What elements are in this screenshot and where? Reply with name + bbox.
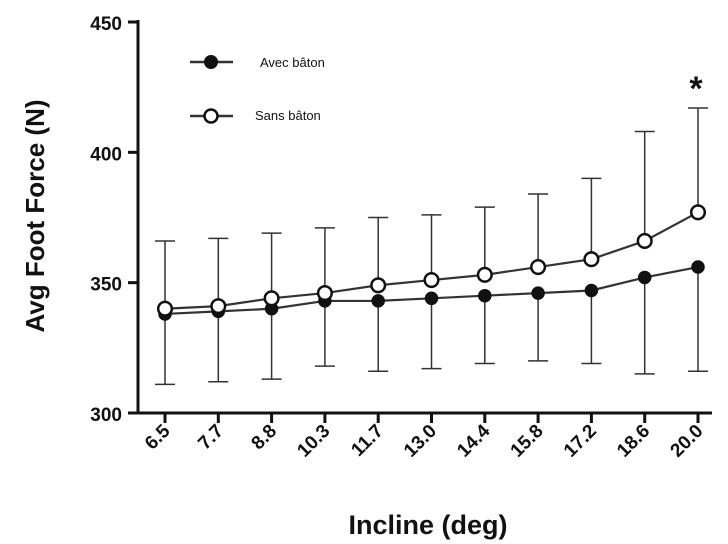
legend-marker-avec [204, 55, 218, 69]
x-tick-label-13.0: 13.0 [400, 421, 441, 462]
point-sans-8.8 [263, 290, 280, 307]
point-sans-13.0 [423, 272, 440, 289]
x-axis-title: Incline (deg) [348, 510, 507, 540]
point-avec-13.0 [424, 291, 439, 306]
legend-label-sans: Sans bâton [255, 108, 321, 123]
y-tick-label-450: 450 [90, 14, 122, 35]
x-tick-label-7.7: 7.7 [194, 421, 228, 455]
point-avec-17.2 [584, 283, 599, 298]
significance-marker: * [689, 70, 703, 108]
annotations: * [689, 70, 703, 108]
y-tick-label-300: 300 [90, 405, 122, 426]
error-bars [155, 107, 708, 386]
legend: Avec bâton Sans bâton [190, 55, 325, 124]
x-tick-label-11.7: 11.7 [347, 421, 387, 461]
axes [136, 20, 712, 415]
series-markers [156, 204, 707, 321]
legend-marker-sans [203, 108, 219, 124]
point-sans-15.8 [530, 258, 547, 276]
x-tick-label-14.4: 14.4 [453, 420, 494, 461]
y-ticks: 300 350 400 450 [90, 14, 138, 426]
x-tick-label-17.2: 17.2 [560, 421, 601, 462]
point-sans-11.7 [370, 277, 387, 294]
point-sans-7.7 [210, 298, 227, 315]
point-sans-14.4 [476, 266, 493, 283]
point-avec-14.4 [478, 288, 492, 303]
point-avec-20.0 [691, 260, 705, 274]
point-sans-10.3 [316, 285, 333, 302]
y-tick-label-400: 400 [90, 144, 122, 165]
point-avec-18.6 [637, 270, 652, 285]
point-sans-17.2 [583, 251, 600, 268]
x-tick-label-8.8: 8.8 [248, 421, 282, 455]
legend-label-avec: Avec bâton [260, 55, 325, 70]
y-axis-title: Avg Foot Force (N) [20, 99, 50, 332]
x-tick-label-20.0: 20.0 [667, 421, 708, 462]
point-sans-20.0 [689, 204, 707, 221]
point-avec-15.8 [531, 286, 545, 300]
x-ticks: 6.5 7.7 8.8 10.3 11.7 13.0 14.4 15.8 17.2 18.6 20.… [141, 413, 708, 462]
x-tick-label-6.5: 6.5 [141, 420, 175, 454]
point-sans-18.6 [636, 232, 653, 250]
x-tick-label-10.3: 10.3 [293, 421, 334, 462]
x-tick-label-15.8: 15.8 [507, 421, 548, 462]
y-tick-label-350: 350 [90, 275, 122, 296]
x-tick-label-18.6: 18.6 [613, 421, 654, 462]
point-avec-11.7 [371, 294, 385, 308]
point-sans-6.5 [156, 300, 174, 317]
